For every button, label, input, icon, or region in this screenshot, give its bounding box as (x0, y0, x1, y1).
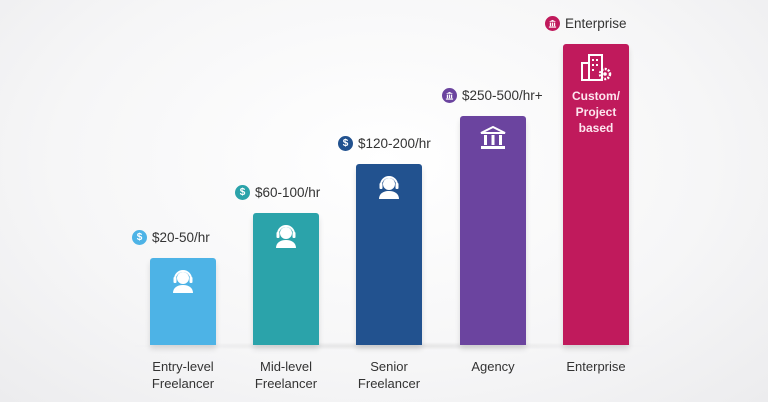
price-label: $ $20-50/hr (132, 230, 210, 245)
bank-icon (442, 88, 457, 103)
category-label: Agency (471, 359, 515, 374)
headset-person-icon (170, 268, 196, 299)
price-text: $250-500/hr+ (462, 88, 543, 103)
category-label: Entry-level Freelancer (151, 359, 215, 391)
bar-4 (460, 116, 526, 345)
dollar-icon: $ (132, 230, 147, 245)
bar-1 (150, 258, 216, 345)
bar-2 (253, 213, 319, 345)
dollar-icon: $ (235, 185, 250, 200)
bar-3 (356, 164, 422, 345)
price-text: $60-100/hr (255, 185, 321, 200)
price-text: $20-50/hr (152, 230, 210, 245)
category-label: Senior Freelancer (357, 359, 421, 391)
headset-person-icon (273, 223, 299, 254)
price-text: $120-200/hr (358, 136, 431, 151)
price-label: $ $60-100/hr (235, 185, 320, 200)
bank-icon (545, 16, 560, 31)
price-label: Enterprise (545, 16, 627, 31)
category-label: Mid-level Freelancer (254, 359, 318, 391)
headset-person-icon (376, 174, 402, 205)
price-label: $ $120-200/hr (338, 136, 431, 151)
bar-5: Custom/ Project based (563, 44, 629, 345)
office-building-gear-icon (579, 54, 613, 87)
price-text: Enterprise (565, 16, 627, 31)
price-label: $250-500/hr+ (442, 88, 543, 103)
baseline-shadow (120, 342, 660, 350)
bar-inner-text: Custom/ Project based (572, 89, 620, 135)
category-label: Enterprise (566, 359, 626, 374)
bank-building-icon (479, 125, 507, 155)
dollar-icon: $ (338, 136, 353, 151)
